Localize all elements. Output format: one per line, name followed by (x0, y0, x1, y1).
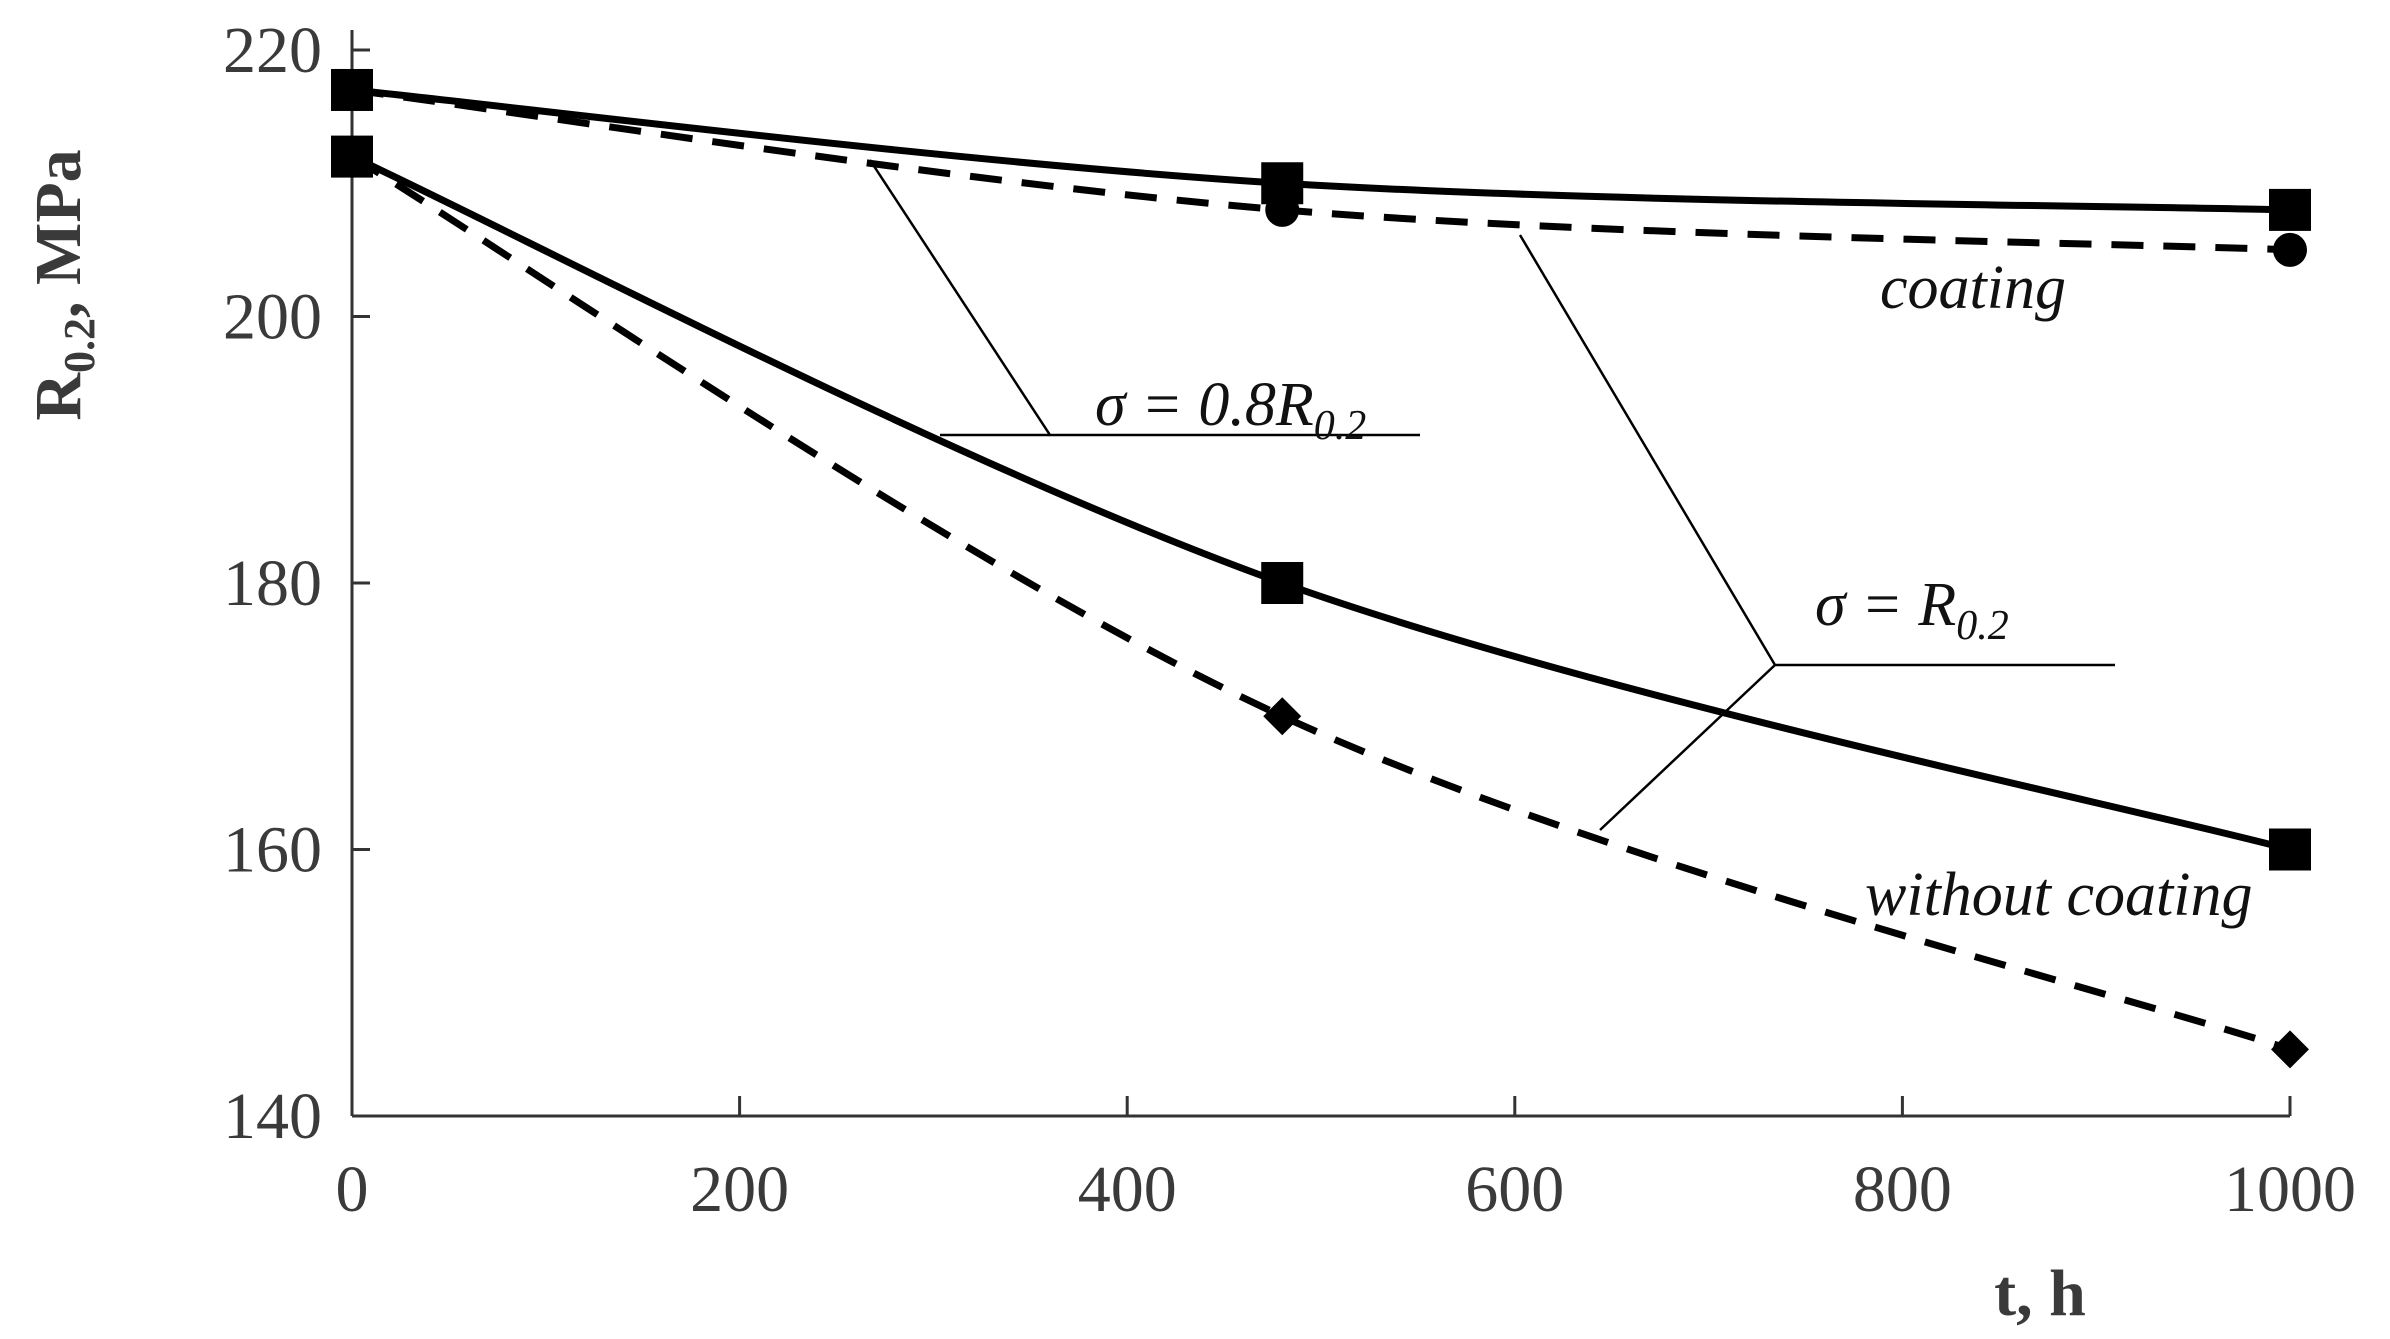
x-tick-label: 1000 (2224, 1153, 2356, 1226)
marker-square (2269, 188, 2311, 231)
annotation-leader-lines (868, 159, 2115, 831)
marker-square (2269, 828, 2311, 871)
data-markers (331, 68, 2311, 1069)
y-axis-label-main: R (22, 372, 95, 421)
annotation-without-coating: without coating (1865, 861, 2253, 929)
x-axis-ticks: 0 200 400 600 800 1000 (336, 1096, 2356, 1226)
annotation-coating: coating (1880, 254, 2066, 322)
marker-diamond (1263, 697, 1302, 736)
axes (350, 30, 2290, 1118)
annotation-sigma-0-8: σ = 0.8R0.2 (1095, 371, 1366, 449)
y-axis-ticks: 140 160 180 200 220 (223, 14, 370, 1153)
marker-circle (2273, 232, 2307, 267)
marker-circle (335, 72, 369, 107)
x-tick-label: 400 (1078, 1153, 1177, 1226)
x-tick-label: 600 (1465, 1153, 1564, 1226)
leader-sigma-1-to-without-coating (1599, 664, 1776, 831)
y-tick-label: 180 (223, 547, 322, 620)
x-axis-label: t, h (1994, 1257, 2086, 1330)
annotation-sigma-1-prefix: σ = R (1815, 571, 1956, 639)
y-tick-label: 200 (223, 281, 322, 354)
y-tick-label: 160 (223, 814, 322, 887)
marker-square (1261, 562, 1304, 604)
series-line-coating-solid (351, 86, 2291, 214)
y-axis-label-sub: 0.2 (55, 318, 104, 373)
y-tick-label: 220 (223, 14, 322, 87)
annotation-sigma-0-8-prefix: σ = 0.8R (1095, 371, 1314, 439)
annotation-sigma-1-sub: 0.2 (1956, 603, 2009, 649)
series-line-without-coating-dashed (350, 153, 2292, 1053)
marker-diamond (2271, 1030, 2309, 1069)
series-line-coating-dashed (351, 86, 2291, 254)
marker-circle (1265, 192, 1300, 227)
annotation-sigma-1: σ = R0.2 (1815, 571, 2009, 649)
y-axis-label-rest: , MPa (22, 149, 95, 318)
x-tick-label: 0 (336, 1153, 369, 1226)
x-tick-label: 800 (1853, 1153, 1952, 1226)
y-tick-label: 140 (223, 1080, 322, 1153)
annotation-sigma-0-8-sub: 0.2 (1314, 403, 1367, 449)
y-axis-label: R0.2, MPa (22, 149, 104, 420)
x-tick-label: 200 (690, 1153, 789, 1226)
marker-diamond (333, 137, 371, 176)
